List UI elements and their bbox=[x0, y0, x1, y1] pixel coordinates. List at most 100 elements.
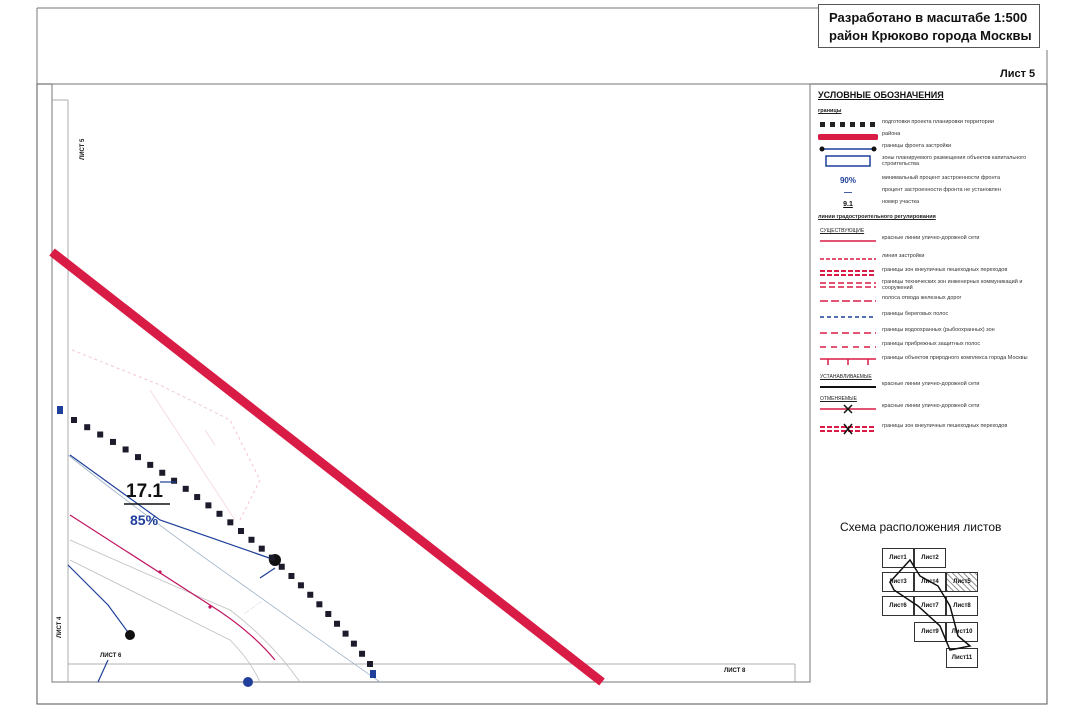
title-line-2: район Крюково города Москвы bbox=[829, 28, 1032, 43]
legend-item: красные линии улично-дорожной сети bbox=[816, 234, 1050, 248]
boundary-dot bbox=[238, 528, 244, 534]
legend-sub-established: УСТАНАВЛИВАЕМЫЕ bbox=[820, 374, 872, 380]
legend-zone-symbol bbox=[825, 155, 871, 167]
front-tick bbox=[259, 567, 276, 579]
boundary-dot bbox=[205, 502, 212, 509]
legend-item-label: красные линии улично-дорожной сети bbox=[882, 403, 980, 409]
legend-item: границы объектов природного комплекса го… bbox=[816, 354, 1050, 372]
boundary-dot bbox=[334, 620, 341, 627]
scheme-cell-current: Лист5 bbox=[946, 572, 978, 592]
legend-item-label: границы технических зон инженерных комму… bbox=[882, 279, 1023, 291]
node-blue-left bbox=[57, 406, 63, 414]
legend-shore-symbol bbox=[820, 316, 876, 318]
boundary-dot bbox=[278, 563, 285, 570]
boundary-dot bbox=[367, 661, 373, 667]
boundary-dot bbox=[307, 591, 314, 598]
magenta-point-1 bbox=[158, 570, 162, 574]
legend-item: границы зон внеуличных пешеходных перехо… bbox=[816, 266, 1050, 280]
legend-item-label: процент застроенности фронта не установл… bbox=[882, 187, 1001, 193]
scheme-cell: Лист7 bbox=[914, 596, 946, 616]
legend-item: красные линии улично-дорожной сети bbox=[816, 380, 1050, 394]
legend-item-label: границы прибрежных защитных полос bbox=[882, 341, 981, 347]
boundary-dot bbox=[194, 494, 201, 501]
parcel-percent: 85% bbox=[130, 512, 159, 528]
scheme-territory-outline bbox=[889, 558, 972, 651]
road-edge-2 bbox=[69, 539, 301, 683]
legend-item-label: подготовки проекта планировки территории bbox=[882, 119, 994, 125]
boundary-dot bbox=[342, 630, 349, 637]
legend: УСЛОВНЫЕ ОБОЗНАЧЕНИЯ границы подготовки … bbox=[816, 88, 1050, 508]
legend-item: красные линии улично-дорожной сети bbox=[816, 402, 1050, 416]
legend-percent-symbol: 90% bbox=[839, 176, 856, 185]
boundary-dot bbox=[288, 572, 295, 579]
boundary-dot bbox=[350, 640, 357, 647]
scheme-cell: Лист11 bbox=[946, 648, 978, 668]
faint-planning-area bbox=[71, 349, 261, 521]
node-blue-bottom bbox=[243, 677, 253, 687]
legend-item-label: границы фронта застройки bbox=[882, 143, 952, 149]
boundary-dot bbox=[359, 650, 366, 657]
legend-item-label: границы береговых полос bbox=[882, 311, 949, 317]
planning-boundary-dots bbox=[71, 417, 373, 667]
legend-item: полоса отвода железных дорог bbox=[816, 294, 1050, 308]
scheme-cell: Лист9 bbox=[914, 622, 946, 642]
legend-item-label: минимальный процент застроенности фронта bbox=[882, 175, 1001, 181]
boundary-dot bbox=[182, 485, 189, 492]
scheme-cell: Лист6 bbox=[882, 596, 914, 616]
boundary-dot bbox=[248, 536, 255, 543]
boundary-dot bbox=[84, 424, 91, 431]
boundary-dot bbox=[258, 545, 265, 552]
scheme-cell: Лист1 bbox=[882, 548, 914, 568]
legend-sub-cancelled: ОТМЕНЯЕМЫЕ bbox=[820, 396, 857, 402]
legend-item: 9.1 номер участка bbox=[816, 198, 1050, 212]
scheme-cell: Лист2 bbox=[914, 548, 946, 568]
legend-section-regulation: линии градостроительного регулирования bbox=[818, 214, 936, 220]
legend-item: границы водоохранных (рыбоохранных) зон bbox=[816, 326, 1050, 340]
legend-red-line-symbol bbox=[820, 240, 876, 242]
legend-cancel-crossing-symbol bbox=[820, 423, 876, 435]
legend-water-zone-symbol bbox=[820, 332, 876, 334]
legend-item: границы зон внеуличных пешеходных перехо… bbox=[816, 422, 1050, 436]
legend-item-label: границы зон внеуличных пешеходных перехо… bbox=[882, 423, 1008, 429]
boundary-dot bbox=[97, 431, 104, 438]
title-line-1: Разработано в масштабе 1:500 bbox=[829, 10, 1028, 25]
legend-item-label: зоны планируемого размещения объектов ка… bbox=[882, 155, 1027, 167]
legend-item: района bbox=[816, 130, 1050, 144]
scheme-cell: Лист10 bbox=[946, 622, 978, 642]
boundary-dot bbox=[135, 454, 142, 461]
boundary-dot bbox=[122, 446, 129, 453]
district-boundary bbox=[49, 248, 605, 686]
legend-noprc-symbol: — bbox=[844, 188, 852, 197]
blue-line-2 bbox=[67, 564, 131, 636]
legend-nature-symbol bbox=[820, 358, 876, 365]
boundary-dot bbox=[216, 510, 223, 517]
boundary-dot bbox=[109, 438, 116, 445]
adjacent-sheet-4-label: ЛИСТ 4 bbox=[57, 616, 63, 638]
node-1 bbox=[125, 630, 135, 640]
legend-front-symbol bbox=[819, 146, 877, 152]
title-block: Разработано в масштабе 1:500 район Крюко… bbox=[818, 4, 1040, 48]
legend-item: границы прибрежных защитных полос bbox=[816, 340, 1050, 354]
boundary-dot bbox=[316, 601, 323, 608]
legend-crossing-symbol bbox=[820, 270, 876, 276]
boundary-dot bbox=[71, 417, 77, 423]
scheme-cell: Лист8 bbox=[946, 596, 978, 616]
building-front-line bbox=[69, 454, 276, 561]
boundary-dot bbox=[171, 477, 178, 484]
boundary-dot bbox=[159, 469, 166, 476]
legend-build-line-symbol bbox=[820, 258, 876, 260]
legend-item-label: границы зон внеуличных пешеходных перехо… bbox=[882, 267, 1008, 273]
legend-title: УСЛОВНЫЕ ОБОЗНАЧЕНИЯ bbox=[818, 90, 944, 100]
road-edge-1 bbox=[67, 454, 381, 683]
road-edge-3 bbox=[69, 559, 261, 683]
legend-cancel-line-symbol bbox=[820, 404, 876, 414]
legend-item: границы береговых полос bbox=[816, 310, 1050, 324]
legend-item: — процент застроенности фронта не устано… bbox=[816, 186, 1050, 200]
legend-section-boundaries: границы bbox=[818, 108, 842, 114]
boundary-dot bbox=[268, 554, 275, 561]
sheet-number: Лист 5 bbox=[1000, 68, 1036, 80]
schema-title: Схема расположения листов bbox=[840, 520, 1002, 534]
legend-item: подготовки проекта планировки территории bbox=[816, 118, 1050, 132]
legend-item: границы фронта застройки bbox=[816, 142, 1050, 156]
legend-item-label: линия застройки bbox=[882, 253, 925, 259]
